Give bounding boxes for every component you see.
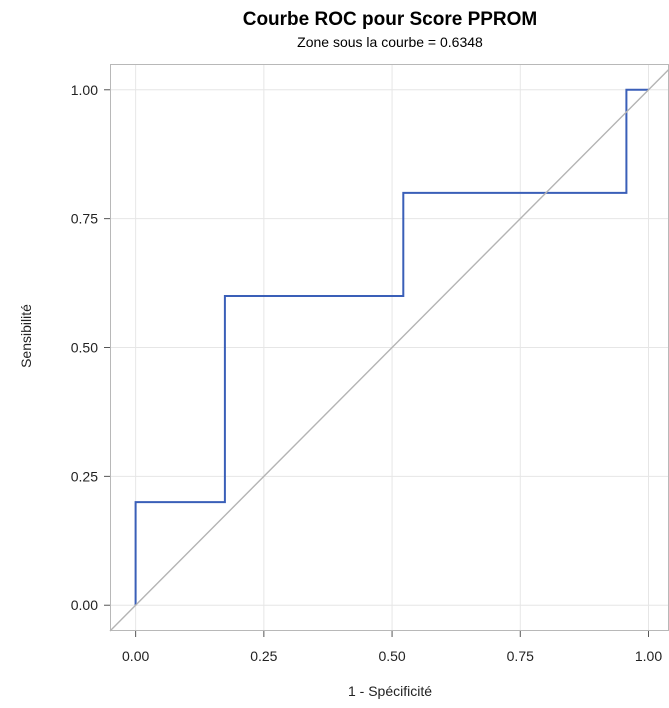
x-tick-label: 0.75 (507, 648, 534, 664)
y-tick-label: 0.25 (71, 468, 98, 484)
x-tick-label: 0.00 (122, 648, 149, 664)
x-tick-label: 0.50 (378, 648, 405, 664)
y-axis-label: Sensibilité (18, 304, 34, 368)
roc-curve (134, 88, 649, 606)
y-tick-label: 0.00 (71, 597, 98, 613)
y-tick-label: 0.50 (71, 340, 98, 356)
y-tick-label: 0.75 (71, 211, 98, 227)
chart-title: Courbe ROC pour Score PPROM (243, 9, 538, 30)
x-tick-label: 0.25 (250, 648, 277, 664)
chart-subtitle: Zone sous la courbe = 0.6348 (297, 34, 483, 50)
y-tick-label: 1.00 (71, 82, 98, 98)
x-axis-label: 1 - Spécificité (348, 683, 432, 699)
plot-area: 0.00 0.25 0.50 0.75 1.00 0.00 0.25 0.50 0.75 1.00 (71, 64, 669, 664)
x-tick-label: 1.00 (635, 648, 662, 664)
diagonal-reference-line (109, 68, 669, 632)
